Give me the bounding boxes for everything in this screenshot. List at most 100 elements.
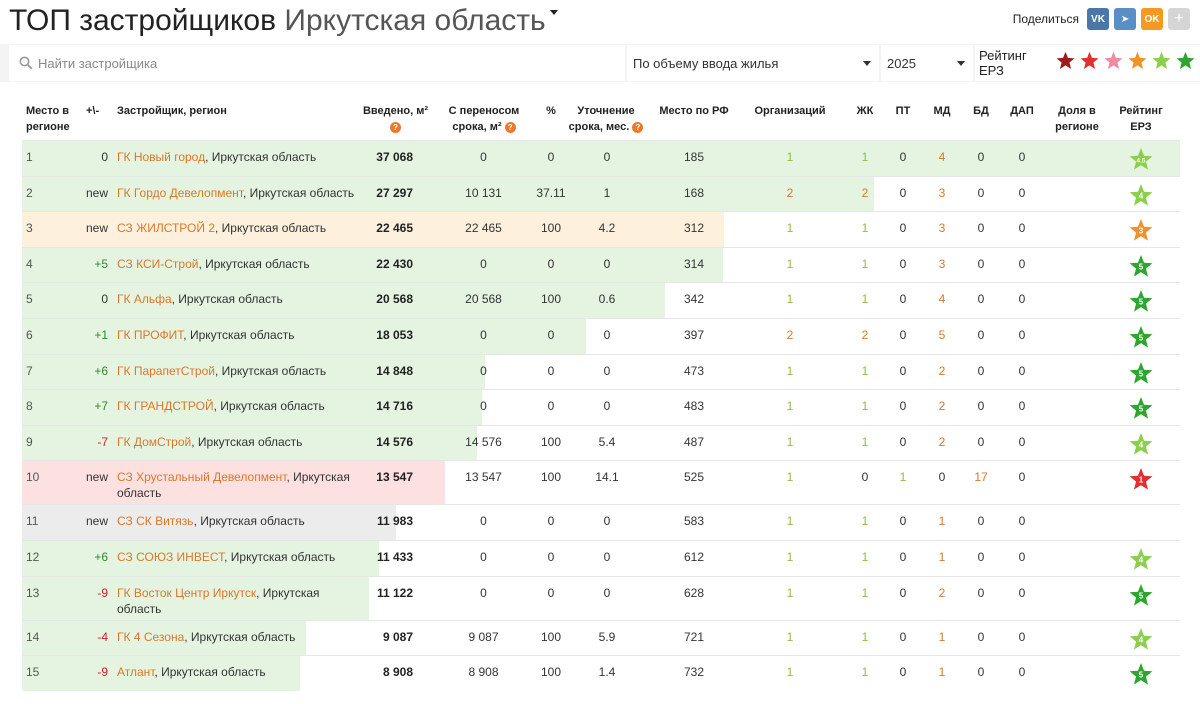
zhk-cell: 1 [861, 434, 869, 449]
rating-star-icon[interactable]: 4 [1120, 177, 1162, 207]
search-input[interactable] [38, 55, 598, 71]
rating-filter-star-icon[interactable] [1080, 51, 1102, 75]
postponed-cell: 8 908 [468, 665, 499, 680]
share-buttons: VK ➤ OK + [1087, 8, 1190, 30]
rating-star-icon[interactable]: 4.5 [1120, 141, 1162, 171]
rating-filter-star-icon[interactable] [1056, 51, 1078, 75]
zhk-cell: 0 [861, 470, 869, 485]
table-row[interactable]: 5 0 ГК Альфа, Иркутская область 20 568 20 56… [22, 282, 1180, 318]
table-row[interactable]: 3 new СЗ ЖИЛСТРОЙ 2, Иркутская область 22 4… [22, 211, 1180, 247]
dap-cell: 0 [1018, 363, 1026, 378]
table-row[interactable]: 6 +1 ГК ПРОФИТ, Иркутская область 18 053 0 0 0… [22, 317, 1180, 354]
rating-star-icon[interactable]: 1 [1120, 461, 1162, 491]
year-select[interactable]: 2025 [881, 45, 973, 81]
col-developer-header[interactable]: Застройщик, регион [117, 105, 227, 117]
info-icon[interactable]: ? [390, 121, 401, 133]
developer-link[interactable]: СЗ ЖИЛСТРОЙ 2 [117, 221, 215, 236]
refinement-cell: 0 [603, 399, 611, 414]
table-row[interactable]: 15 -9 Атлант, Иркутская область 8 908 8 908 1… [22, 655, 1180, 691]
search-box[interactable] [9, 45, 625, 81]
developer-link[interactable]: ГК Восток Центр Иркутск [117, 585, 257, 600]
col-orgs-header[interactable]: Организаций [754, 105, 826, 117]
chevron-down-icon [863, 61, 871, 66]
rating-star-icon[interactable]: 5 [1120, 390, 1162, 420]
developer-link[interactable]: ГК Гордо Девелопмент [117, 185, 243, 200]
rating-filter-star-icon[interactable] [1152, 51, 1174, 75]
col-bd-header[interactable]: БД [973, 105, 989, 117]
dap-cell: 0 [1018, 150, 1026, 164]
developer-link[interactable]: Атлант [117, 665, 155, 680]
change-cell: new [85, 221, 108, 236]
rating-star-icon[interactable]: 5 [1120, 355, 1162, 385]
col-zhk-header[interactable]: ЖК [856, 105, 874, 117]
pt-cell: 0 [899, 665, 907, 680]
info-icon[interactable]: ? [632, 121, 644, 133]
col-refinement-header[interactable]: Уточнение срока, мес. ? [564, 103, 648, 135]
table-row[interactable]: 8 +7 ГК ГРАНДСТРОЙ, Иркутская область 14 71… [22, 389, 1180, 425]
region-selector[interactable]: Иркутская область [284, 4, 546, 37]
change-cell: +7 [94, 399, 108, 414]
developer-link[interactable]: ГК ДомСтрой [117, 434, 192, 449]
developer-link[interactable]: СЗ СК Витязь [117, 514, 194, 529]
rating-filter-star-icon[interactable] [1104, 51, 1126, 75]
rating-star-icon[interactable]: 5 [1120, 283, 1162, 313]
developer-link[interactable]: ГК ПарапетСтрой [117, 363, 215, 378]
developer-link[interactable]: СЗ Хрустальный Девелопмент [117, 470, 287, 485]
table-row[interactable]: 2 new ГК Гордо Девелопмент, Иркутская обла… [22, 175, 1180, 212]
col-introduced-header[interactable]: Введено, м²? [358, 103, 433, 135]
col-postponed-header[interactable]: С переносом срока, м² ? [444, 103, 524, 135]
change-cell: +6 [94, 549, 108, 564]
table-row[interactable]: 7 +6 ГК ПарапетСтрой, Иркутская область 14 … [22, 353, 1180, 390]
table-row[interactable]: 4 +5 СЗ КСИ-Строй, Иркутская область 22 430… [22, 246, 1180, 283]
metric-select[interactable]: По объему ввода жилья [627, 45, 879, 81]
rating-star-icon[interactable]: 4 [1120, 426, 1162, 456]
table-row[interactable]: 12 +6 СЗ СОЮЗ ИНВЕСТ, Иркутская область 11 … [22, 539, 1180, 576]
md-cell: 2 [938, 434, 946, 449]
developer-link[interactable]: ГК 4 Сезона [117, 629, 185, 644]
pct-cell: 0 [547, 327, 555, 342]
developer-link[interactable]: ГК ГРАНДСТРОЙ [117, 399, 214, 414]
rating-star-icon[interactable]: 3 [1120, 212, 1162, 242]
table-row[interactable]: 11 new СЗ СК Витязь, Иркутская область 11 9… [22, 504, 1180, 540]
plus-icon[interactable]: + [1168, 8, 1190, 30]
table-row[interactable]: 10 new СЗ Хрустальный Девелопмент, Иркутск… [22, 460, 1180, 505]
svg-text:5: 5 [1139, 405, 1144, 414]
introduced-cell: 20 568 [376, 292, 413, 307]
caret-down-icon[interactable] [549, 9, 558, 15]
table-row[interactable]: 9 -7 ГК ДомСтрой, Иркутская область 14 576 1… [22, 424, 1180, 461]
col-md-header[interactable]: МД [933, 105, 951, 117]
developer-link[interactable]: ГК ПРОФИТ [117, 327, 184, 342]
zhk-cell: 1 [861, 292, 869, 307]
rating-star-icon[interactable]: 5 [1120, 248, 1162, 278]
col-rating-header[interactable]: Рейтинг ЕРЗ [1119, 105, 1163, 133]
rf-rank-cell: 473 [683, 363, 705, 378]
rating-star-icon[interactable]: 5 [1120, 319, 1162, 349]
odnoklassniki-icon[interactable]: OK [1141, 8, 1163, 30]
developer-link[interactable]: ГК Новый город [117, 150, 206, 164]
rating-star-icon[interactable]: 4 [1120, 621, 1162, 651]
introduced-cell: 11 122 [376, 585, 413, 600]
rating-filter-star-icon[interactable] [1176, 51, 1198, 75]
developer-link[interactable]: СЗ СОЮЗ ИНВЕСТ [117, 549, 225, 564]
postponed-cell: 14 576 [465, 434, 502, 449]
info-icon[interactable]: ? [504, 121, 516, 133]
pct-cell: 0 [547, 585, 555, 600]
rating-star-icon[interactable]: 4 [1120, 541, 1162, 571]
developer-link[interactable]: ГК Альфа [117, 292, 172, 307]
col-rf-rank-header[interactable]: Место по РФ [659, 105, 729, 117]
rating-star-icon[interactable]: 5 [1120, 577, 1162, 607]
col-pt-header[interactable]: ПТ [895, 105, 911, 117]
vk-icon[interactable]: VK [1087, 8, 1109, 30]
col-pct-header[interactable]: % [546, 105, 556, 117]
table-row[interactable]: 1 0 ГК Новый город, Иркутская область 37 06… [22, 140, 1180, 176]
telegram-icon[interactable]: ➤ [1114, 8, 1136, 30]
developer-link[interactable]: СЗ КСИ-Строй [117, 256, 199, 271]
table-row[interactable]: 14 -4 ГК 4 Сезона, Иркутская область 9 087 9… [22, 619, 1180, 656]
col-change-header[interactable]: +\- [86, 105, 100, 117]
col-dap-header[interactable]: ДАП [1010, 105, 1034, 117]
table-row[interactable]: 13 -9 ГК Восток Центр Иркутск, Иркутская о… [22, 575, 1180, 620]
rating-star-icon[interactable]: 5 [1120, 656, 1162, 686]
rating-filter-star-icon[interactable] [1128, 51, 1150, 75]
col-rank-header[interactable]: Место в регионе [26, 105, 70, 133]
col-share-header[interactable]: Доля в регионе [1055, 105, 1099, 133]
